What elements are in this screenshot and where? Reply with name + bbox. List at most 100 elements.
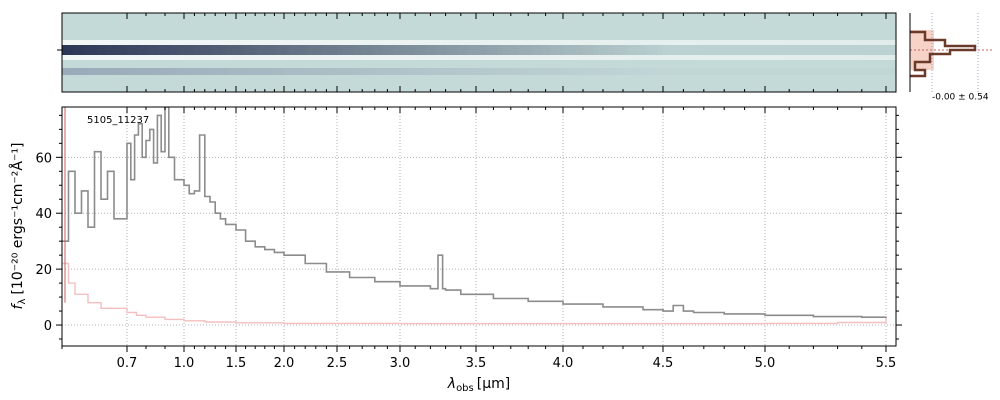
- spectrum-2d-cell: [142, 68, 146, 75]
- spectrum-2d-cell: [130, 55, 134, 60]
- spectrum-2d-cell: [146, 45, 150, 55]
- spectrum-2d-cell: [238, 45, 242, 55]
- spectrum-2d-cell: [174, 45, 178, 55]
- spectrum-2d-cell: [578, 45, 582, 55]
- spectrum-2d-cell: [142, 45, 146, 55]
- spectrum-2d-cell: [354, 55, 358, 60]
- spectrum-2d-cell: [486, 68, 490, 75]
- spectrum-2d-cell: [582, 40, 586, 45]
- spectrum-2d-cell: [786, 40, 790, 45]
- spectrum-2d-cell: [726, 68, 730, 75]
- spectrum-2d-cell: [506, 68, 510, 75]
- spectrum-2d-cell: [614, 68, 618, 75]
- spectrum-2d-cell: [442, 40, 446, 45]
- spectrum-2d-cell: [346, 40, 350, 45]
- spectrum-2d-cell: [854, 55, 858, 60]
- spectrum-2d-cell: [294, 68, 298, 75]
- spectrum-2d-cell: [330, 40, 334, 45]
- spectrum-2d-cell: [298, 55, 302, 60]
- spectrum-2d-cell: [802, 55, 806, 60]
- spectrum-2d-cell: [770, 40, 774, 45]
- spectrum-2d-cell: [886, 40, 890, 45]
- spectrum-2d-cell: [146, 40, 150, 45]
- spectrum-2d-cell: [834, 40, 838, 45]
- spectrum-2d-cell: [734, 45, 738, 55]
- spectrum-2d-cell: [546, 40, 550, 45]
- spectrum-2d-cell: [882, 45, 886, 55]
- spectrum-2d-cell: [430, 68, 434, 75]
- spectrum-2d-cell: [358, 55, 362, 60]
- spectrum-2d-cell: [330, 68, 334, 75]
- spectrum-2d-cell: [878, 40, 882, 45]
- spectrum-2d-cell: [654, 55, 658, 60]
- spectrum-2d-cell: [154, 40, 158, 45]
- spectrum-2d-cell: [842, 45, 846, 55]
- spectrum-2d-cell: [670, 40, 674, 45]
- spectrum-2d-cell: [62, 40, 66, 45]
- spectrum-2d-cell: [618, 45, 622, 55]
- spectrum-2d-cell: [274, 68, 278, 75]
- spectrum-2d-cell: [714, 68, 718, 75]
- spectrum-2d-cell: [458, 45, 462, 55]
- spectrum-2d-cell: [854, 68, 858, 75]
- spectrum-2d-cell: [738, 68, 742, 75]
- spectrum-2d-cell: [522, 45, 526, 55]
- spectrum-2d-cell: [782, 45, 786, 55]
- spectrum-2d-cell: [706, 68, 710, 75]
- spectrum-2d-cell: [298, 40, 302, 45]
- spectrum-2d-cell: [406, 68, 410, 75]
- spectrum-2d-cell: [714, 45, 718, 55]
- spectrum-2d-cell: [754, 68, 758, 75]
- spectrum-2d-cell: [254, 45, 258, 55]
- spectrum-2d-cell: [638, 68, 642, 75]
- spectrum-2d-cell: [850, 55, 854, 60]
- spectrum-2d-cell: [394, 55, 398, 60]
- spectrum-2d-cell: [386, 40, 390, 45]
- spectrum-2d-cell: [446, 40, 450, 45]
- spectrum-2d-cell: [530, 55, 534, 60]
- spectrum-2d-cell: [202, 55, 206, 60]
- spectrum-2d-cell: [418, 45, 422, 55]
- spectrum-2d-cell: [70, 68, 74, 75]
- spectrum-2d-cell: [178, 45, 182, 55]
- spectrum-2d-cell: [470, 55, 474, 60]
- spectrum-2d-cell: [870, 45, 874, 55]
- spectrum-2d-cell: [290, 68, 294, 75]
- spectrum-2d-cell: [590, 55, 594, 60]
- spectrum-2d-cell: [166, 55, 170, 60]
- spectrum-2d-cell: [570, 45, 574, 55]
- spectrum-2d-cell: [670, 45, 674, 55]
- spectrum-2d-cell: [110, 68, 114, 75]
- spectrum-2d-cell: [766, 68, 770, 75]
- spectrum-2d-cell: [118, 68, 122, 75]
- spectrum-2d-cell: [730, 55, 734, 60]
- spectrum-2d-cell: [474, 68, 478, 75]
- spectrum-2d-cell: [558, 45, 562, 55]
- spectrum-2d-cell: [890, 68, 894, 75]
- spectrum-2d-cell: [226, 45, 230, 55]
- spectrum-2d-cell: [810, 55, 814, 60]
- spectrum-2d-cell: [66, 40, 70, 45]
- spectrum-2d-cell: [690, 55, 694, 60]
- spectrum-2d-cell: [698, 68, 702, 75]
- spectrum-2d-cell: [590, 40, 594, 45]
- spectrum-2d-cell: [126, 45, 130, 55]
- spectrum-2d-cell: [594, 45, 598, 55]
- spectrum-2d-cell: [386, 55, 390, 60]
- spectrum-2d-cell: [154, 68, 158, 75]
- spectrum-2d-cell: [690, 68, 694, 75]
- spectrum-2d-cell: [534, 40, 538, 45]
- spectrum-2d-cell: [114, 45, 118, 55]
- spectrum-2d-cell: [698, 45, 702, 55]
- spectrum-2d-cell: [158, 40, 162, 45]
- spectrum-2d-cell: [886, 45, 890, 55]
- spectrum-2d-cell: [162, 40, 166, 45]
- spectrum-2d-cell: [254, 40, 258, 45]
- spectrum-2d-cell: [686, 68, 690, 75]
- spectrum-2d-cell: [806, 45, 810, 55]
- spectrum-2d-cell: [490, 55, 494, 60]
- spectrum-2d-cell: [362, 40, 366, 45]
- spectrum-2d-cell: [638, 55, 642, 60]
- spectrum-2d-cell: [254, 68, 258, 75]
- spectrum-2d-cell: [438, 68, 442, 75]
